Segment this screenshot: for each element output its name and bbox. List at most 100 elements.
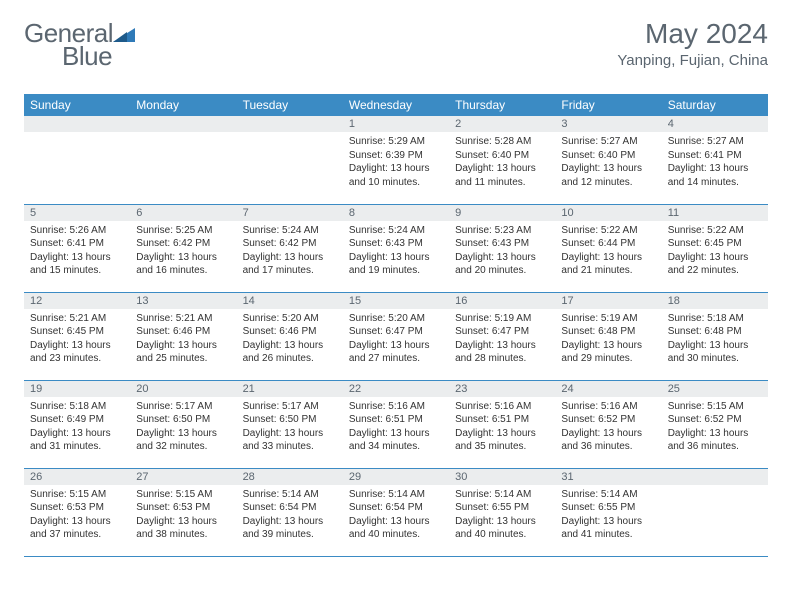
sunset-text: Sunset: 6:50 PM <box>243 413 337 427</box>
weekday-wednesday: Wednesday <box>343 94 449 116</box>
day-details: Sunrise: 5:14 AMSunset: 6:55 PMDaylight:… <box>555 485 661 546</box>
day-number: 29 <box>343 469 449 485</box>
sunset-text: Sunset: 6:41 PM <box>30 237 124 251</box>
day-number: 19 <box>24 381 130 397</box>
sunrise-text: Sunrise: 5:21 AM <box>136 312 230 326</box>
sunrise-text: Sunrise: 5:25 AM <box>136 224 230 238</box>
calendar-cell: 26Sunrise: 5:15 AMSunset: 6:53 PMDayligh… <box>24 468 130 556</box>
sunset-text: Sunset: 6:43 PM <box>349 237 443 251</box>
day-details: Sunrise: 5:16 AMSunset: 6:52 PMDaylight:… <box>555 397 661 458</box>
sunrise-text: Sunrise: 5:27 AM <box>668 135 762 149</box>
day-number: 12 <box>24 293 130 309</box>
day-number: 4 <box>662 116 768 132</box>
daylight-text: Daylight: 13 hours and 11 minutes. <box>455 162 549 189</box>
daylight-text: Daylight: 13 hours and 29 minutes. <box>561 339 655 366</box>
day-number: 3 <box>555 116 661 132</box>
day-details: Sunrise: 5:27 AMSunset: 6:41 PMDaylight:… <box>662 132 768 193</box>
weekday-thursday: Thursday <box>449 94 555 116</box>
calendar-cell: 29Sunrise: 5:14 AMSunset: 6:54 PMDayligh… <box>343 468 449 556</box>
calendar-cell: 25Sunrise: 5:15 AMSunset: 6:52 PMDayligh… <box>662 380 768 468</box>
daylight-text: Daylight: 13 hours and 36 minutes. <box>668 427 762 454</box>
daylight-text: Daylight: 13 hours and 10 minutes. <box>349 162 443 189</box>
calendar-cell: 8Sunrise: 5:24 AMSunset: 6:43 PMDaylight… <box>343 204 449 292</box>
day-number: 26 <box>24 469 130 485</box>
day-number: 17 <box>555 293 661 309</box>
calendar-cell: 28Sunrise: 5:14 AMSunset: 6:54 PMDayligh… <box>237 468 343 556</box>
calendar-cell: 3Sunrise: 5:27 AMSunset: 6:40 PMDaylight… <box>555 116 661 204</box>
day-details <box>662 485 768 545</box>
calendar-cell: 30Sunrise: 5:14 AMSunset: 6:55 PMDayligh… <box>449 468 555 556</box>
sunrise-text: Sunrise: 5:20 AM <box>243 312 337 326</box>
calendar-cell: 18Sunrise: 5:18 AMSunset: 6:48 PMDayligh… <box>662 292 768 380</box>
calendar-cell: 11Sunrise: 5:22 AMSunset: 6:45 PMDayligh… <box>662 204 768 292</box>
sunset-text: Sunset: 6:48 PM <box>561 325 655 339</box>
day-number: 8 <box>343 205 449 221</box>
day-details: Sunrise: 5:18 AMSunset: 6:49 PMDaylight:… <box>24 397 130 458</box>
sunrise-text: Sunrise: 5:16 AM <box>455 400 549 414</box>
sunset-text: Sunset: 6:45 PM <box>668 237 762 251</box>
daylight-text: Daylight: 13 hours and 38 minutes. <box>136 515 230 542</box>
day-details: Sunrise: 5:15 AMSunset: 6:53 PMDaylight:… <box>24 485 130 546</box>
sunset-text: Sunset: 6:47 PM <box>455 325 549 339</box>
location-text: Yanping, Fujian, China <box>617 52 768 69</box>
day-details: Sunrise: 5:18 AMSunset: 6:48 PMDaylight:… <box>662 309 768 370</box>
daylight-text: Daylight: 13 hours and 37 minutes. <box>30 515 124 542</box>
daylight-text: Daylight: 13 hours and 12 minutes. <box>561 162 655 189</box>
calendar-cell: 13Sunrise: 5:21 AMSunset: 6:46 PMDayligh… <box>130 292 236 380</box>
day-number: 27 <box>130 469 236 485</box>
brand-logo: GeneralBlue <box>24 18 135 80</box>
day-details: Sunrise: 5:29 AMSunset: 6:39 PMDaylight:… <box>343 132 449 193</box>
calendar-cell: 15Sunrise: 5:20 AMSunset: 6:47 PMDayligh… <box>343 292 449 380</box>
day-details: Sunrise: 5:24 AMSunset: 6:42 PMDaylight:… <box>237 221 343 282</box>
day-number: 24 <box>555 381 661 397</box>
sunset-text: Sunset: 6:46 PM <box>136 325 230 339</box>
sunrise-text: Sunrise: 5:18 AM <box>668 312 762 326</box>
day-number: 7 <box>237 205 343 221</box>
sunset-text: Sunset: 6:44 PM <box>561 237 655 251</box>
sunset-text: Sunset: 6:53 PM <box>136 501 230 515</box>
daylight-text: Daylight: 13 hours and 34 minutes. <box>349 427 443 454</box>
sunrise-text: Sunrise: 5:17 AM <box>243 400 337 414</box>
day-details: Sunrise: 5:14 AMSunset: 6:54 PMDaylight:… <box>343 485 449 546</box>
sunrise-text: Sunrise: 5:16 AM <box>349 400 443 414</box>
sunset-text: Sunset: 6:47 PM <box>349 325 443 339</box>
day-number: 16 <box>449 293 555 309</box>
sunset-text: Sunset: 6:40 PM <box>455 149 549 163</box>
calendar-cell: 20Sunrise: 5:17 AMSunset: 6:50 PMDayligh… <box>130 380 236 468</box>
sunrise-text: Sunrise: 5:21 AM <box>30 312 124 326</box>
sunrise-text: Sunrise: 5:19 AM <box>455 312 549 326</box>
day-details: Sunrise: 5:25 AMSunset: 6:42 PMDaylight:… <box>130 221 236 282</box>
calendar-table: Sunday Monday Tuesday Wednesday Thursday… <box>24 94 768 557</box>
sunset-text: Sunset: 6:42 PM <box>136 237 230 251</box>
sunset-text: Sunset: 6:52 PM <box>561 413 655 427</box>
calendar-cell: 5Sunrise: 5:26 AMSunset: 6:41 PMDaylight… <box>24 204 130 292</box>
weekday-monday: Monday <box>130 94 236 116</box>
sunset-text: Sunset: 6:50 PM <box>136 413 230 427</box>
day-details: Sunrise: 5:16 AMSunset: 6:51 PMDaylight:… <box>343 397 449 458</box>
calendar-cell: 23Sunrise: 5:16 AMSunset: 6:51 PMDayligh… <box>449 380 555 468</box>
sunset-text: Sunset: 6:40 PM <box>561 149 655 163</box>
day-details <box>24 132 130 192</box>
calendar-cell <box>662 468 768 556</box>
daylight-text: Daylight: 13 hours and 22 minutes. <box>668 251 762 278</box>
sunrise-text: Sunrise: 5:14 AM <box>561 488 655 502</box>
daylight-text: Daylight: 13 hours and 28 minutes. <box>455 339 549 366</box>
sunset-text: Sunset: 6:45 PM <box>30 325 124 339</box>
calendar-row: 5Sunrise: 5:26 AMSunset: 6:41 PMDaylight… <box>24 204 768 292</box>
day-number: 11 <box>662 205 768 221</box>
day-number: 2 <box>449 116 555 132</box>
daylight-text: Daylight: 13 hours and 25 minutes. <box>136 339 230 366</box>
daylight-text: Daylight: 13 hours and 16 minutes. <box>136 251 230 278</box>
weekday-sunday: Sunday <box>24 94 130 116</box>
day-number: 14 <box>237 293 343 309</box>
calendar-row: 1Sunrise: 5:29 AMSunset: 6:39 PMDaylight… <box>24 116 768 204</box>
sunset-text: Sunset: 6:43 PM <box>455 237 549 251</box>
sunrise-text: Sunrise: 5:14 AM <box>455 488 549 502</box>
sunset-text: Sunset: 6:42 PM <box>243 237 337 251</box>
daylight-text: Daylight: 13 hours and 17 minutes. <box>243 251 337 278</box>
weekday-tuesday: Tuesday <box>237 94 343 116</box>
day-details: Sunrise: 5:20 AMSunset: 6:46 PMDaylight:… <box>237 309 343 370</box>
calendar-body: 1Sunrise: 5:29 AMSunset: 6:39 PMDaylight… <box>24 116 768 556</box>
day-details: Sunrise: 5:22 AMSunset: 6:44 PMDaylight:… <box>555 221 661 282</box>
calendar-cell: 16 Sunrise: 5:19 AMSunset: 6:47 PMDayligh… <box>449 292 555 380</box>
